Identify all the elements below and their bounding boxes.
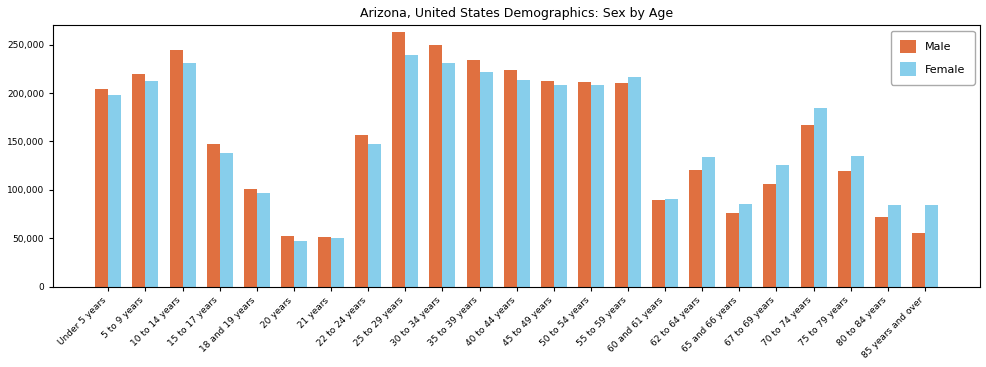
Bar [391, 32, 405, 287]
Bar [244, 189, 256, 287]
Bar [108, 95, 121, 287]
Bar [317, 237, 330, 287]
Bar [479, 72, 492, 287]
Bar [652, 200, 665, 287]
Bar [924, 205, 937, 287]
Bar [256, 193, 269, 287]
Bar [405, 55, 418, 287]
Bar [429, 45, 442, 287]
Bar [368, 144, 381, 287]
Bar [627, 77, 640, 287]
Bar [763, 184, 776, 287]
Bar [577, 82, 591, 287]
Bar [206, 144, 220, 287]
Bar [170, 50, 182, 287]
Bar [330, 238, 344, 287]
Bar [96, 89, 108, 287]
Bar [355, 135, 368, 287]
Bar [132, 74, 145, 287]
Bar [837, 171, 850, 287]
Bar [812, 109, 825, 287]
Bar [887, 205, 900, 287]
Bar [800, 125, 812, 287]
Bar [553, 85, 566, 287]
Bar [503, 70, 516, 287]
Bar [874, 217, 887, 287]
Bar [466, 60, 479, 287]
Bar [739, 204, 751, 287]
Bar [294, 241, 307, 287]
Bar [911, 233, 924, 287]
Bar [688, 170, 701, 287]
Legend: Male, Female: Male, Female [890, 31, 973, 85]
Bar [850, 156, 863, 287]
Bar [614, 83, 627, 287]
Bar [182, 63, 195, 287]
Bar [281, 236, 294, 287]
Bar [776, 164, 789, 287]
Bar [220, 153, 233, 287]
Bar [726, 213, 739, 287]
Bar [145, 81, 159, 287]
Bar [701, 157, 715, 287]
Bar [665, 199, 677, 287]
Bar [540, 81, 553, 287]
Bar [591, 85, 603, 287]
Bar [442, 63, 455, 287]
Bar [516, 80, 529, 287]
Title: Arizona, United States Demographics: Sex by Age: Arizona, United States Demographics: Sex… [360, 7, 672, 20]
